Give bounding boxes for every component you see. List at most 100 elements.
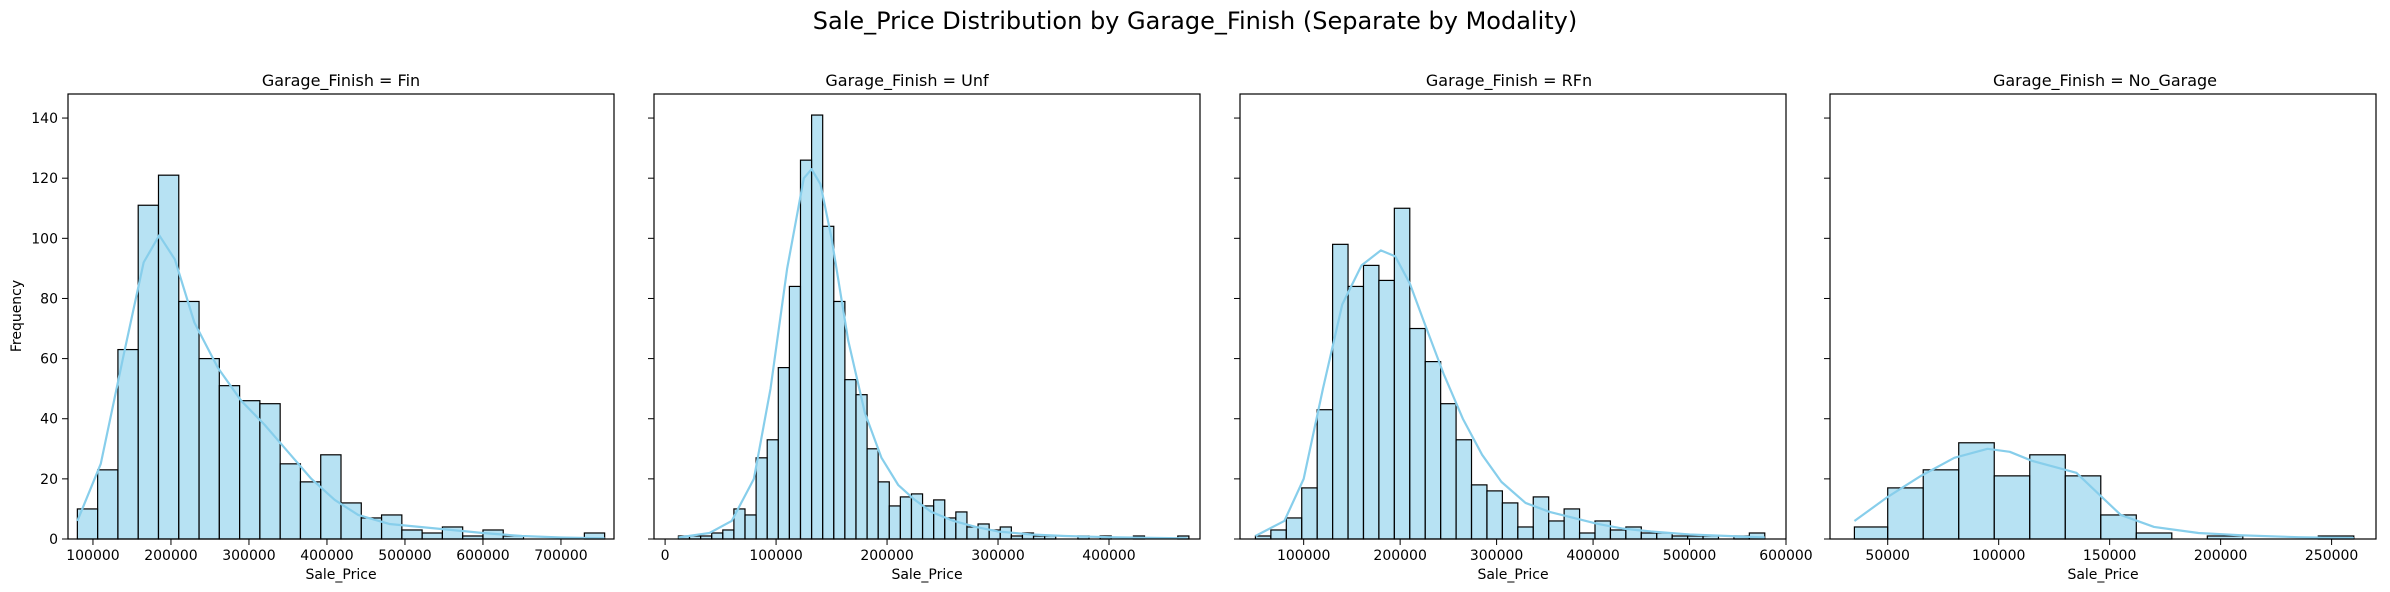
plot-frame bbox=[1829, 93, 2377, 540]
x-tick-label: 100000 bbox=[66, 548, 119, 564]
histogram-bar bbox=[1455, 439, 1473, 540]
histogram-bar bbox=[299, 481, 322, 540]
plot-frame bbox=[653, 93, 1201, 540]
histogram-bar bbox=[711, 532, 724, 540]
y-tick-label: 0 bbox=[49, 532, 58, 548]
panel-rfn: Garage_Finish = RFn 100000 200000 300000 40… bbox=[1234, 71, 1813, 583]
histogram-bar bbox=[239, 400, 261, 540]
histogram-bar bbox=[844, 379, 857, 540]
histogram-bar bbox=[1887, 487, 1924, 540]
histogram-bar bbox=[1440, 403, 1457, 540]
kde-line bbox=[1254, 249, 1765, 539]
histogram-bar bbox=[1853, 526, 1889, 540]
x-tick-label: 150000 bbox=[2083, 548, 2136, 564]
histogram-bar bbox=[1609, 529, 1627, 540]
histogram-bar bbox=[157, 174, 180, 540]
histogram-bar bbox=[1501, 502, 1519, 540]
histogram-bar bbox=[1640, 532, 1658, 540]
histogram-bar bbox=[218, 385, 241, 540]
x-tick-label: 300000 bbox=[971, 548, 1024, 564]
kde-line bbox=[76, 234, 605, 540]
histogram-bar bbox=[2135, 532, 2173, 540]
x-tick-label: 100000 bbox=[1277, 548, 1330, 564]
histogram-bar bbox=[766, 439, 779, 540]
x-tick-label: 200000 bbox=[144, 548, 197, 564]
x-tick-label: 600000 bbox=[456, 548, 509, 564]
histogram-bar bbox=[1316, 409, 1334, 540]
histogram-bar bbox=[1270, 529, 1287, 540]
histogram-bar bbox=[744, 514, 757, 540]
plot-frame bbox=[1239, 93, 1787, 540]
histogram-bar bbox=[822, 225, 835, 540]
histogram-bar bbox=[899, 496, 913, 540]
x-axis-label: Sale_Price bbox=[2067, 567, 2138, 583]
y-tick-label: 140 bbox=[31, 111, 58, 127]
kde-line bbox=[678, 168, 1187, 540]
histogram-bar bbox=[1285, 517, 1303, 540]
panel-title: Garage_Finish = RFn bbox=[1426, 71, 1592, 91]
histogram-bar bbox=[1993, 475, 2031, 540]
y-tick-label: 20 bbox=[40, 472, 58, 488]
histogram-bar bbox=[799, 159, 813, 540]
kde-line bbox=[1853, 447, 2354, 540]
histogram-bar bbox=[1922, 469, 1960, 540]
histogram-bar bbox=[1486, 490, 1503, 540]
histogram-bar bbox=[788, 285, 802, 540]
y-axis-label: Frequency bbox=[9, 280, 25, 352]
panel-title: Garage_Finish = Fin bbox=[262, 71, 420, 91]
histogram-bar bbox=[933, 499, 946, 540]
histogram-bar bbox=[1301, 487, 1318, 540]
y-tick-label: 80 bbox=[40, 291, 58, 307]
histogram-bar bbox=[1470, 484, 1488, 540]
figure-title: Sale_Price Distribution by Garage_Finish… bbox=[813, 7, 1577, 35]
x-tick-label: 400000 bbox=[1566, 548, 1619, 564]
histogram-bar bbox=[833, 300, 846, 540]
histogram-bar bbox=[279, 463, 302, 540]
histogram-bar bbox=[877, 481, 890, 540]
x-tick-label: 100000 bbox=[749, 548, 802, 564]
x-tick-label: 300000 bbox=[1470, 548, 1523, 564]
x-axis-label: Sale_Price bbox=[1477, 567, 1548, 583]
histogram-bar bbox=[1409, 327, 1426, 540]
x-tick-label: 100000 bbox=[1972, 548, 2025, 564]
x-tick-label: 500000 bbox=[378, 548, 431, 564]
panel-fin: Garage_Finish = Fin 100000 200000 300000 40… bbox=[9, 71, 615, 583]
panel-no-garage: Garage_Finish = No_Garage 50000 100000 150… bbox=[1824, 71, 2377, 583]
plot-frame bbox=[67, 93, 615, 540]
histogram-bar bbox=[1517, 526, 1534, 540]
y-tick-label: 40 bbox=[40, 412, 58, 428]
histogram-bar bbox=[178, 300, 200, 540]
histogram-bar bbox=[198, 357, 220, 540]
histogram-bar bbox=[955, 511, 968, 540]
y-tick-label: 100 bbox=[31, 231, 58, 247]
histogram-bar bbox=[777, 367, 790, 540]
histogram-bar bbox=[340, 502, 362, 540]
histogram-bar bbox=[1424, 361, 1442, 540]
x-axis-label: Sale_Price bbox=[305, 567, 376, 583]
histogram-bar bbox=[401, 529, 423, 540]
x-tick-label: 400000 bbox=[300, 548, 353, 564]
x-tick-label: 700000 bbox=[534, 548, 587, 564]
x-tick-label: 200000 bbox=[2194, 548, 2247, 564]
histogram-bar bbox=[888, 505, 901, 540]
histogram-bar bbox=[1563, 508, 1581, 540]
histogram-bar bbox=[117, 348, 139, 540]
x-tick-label: 50000 bbox=[1865, 548, 1910, 564]
y-tick-label: 60 bbox=[40, 352, 58, 368]
histogram-bar bbox=[1378, 279, 1395, 540]
x-tick-label: 300000 bbox=[222, 548, 275, 564]
histogram-bar bbox=[1958, 442, 1995, 540]
x-tick-label: 250000 bbox=[2305, 548, 2358, 564]
histogram-bar bbox=[2064, 475, 2102, 540]
histogram-bar bbox=[755, 457, 768, 540]
x-tick-label: 0 bbox=[661, 548, 670, 564]
panel-title: Garage_Finish = Unf bbox=[825, 71, 989, 91]
histogram-bar bbox=[722, 529, 735, 540]
y-tick-label: 120 bbox=[31, 171, 58, 187]
histogram-bar bbox=[1532, 496, 1550, 540]
x-tick-label: 400000 bbox=[1082, 548, 1135, 564]
panel-title: Garage_Finish = No_Garage bbox=[1993, 71, 2217, 91]
x-axis-label: Sale_Price bbox=[891, 567, 962, 583]
histogram-bar bbox=[1332, 243, 1349, 540]
